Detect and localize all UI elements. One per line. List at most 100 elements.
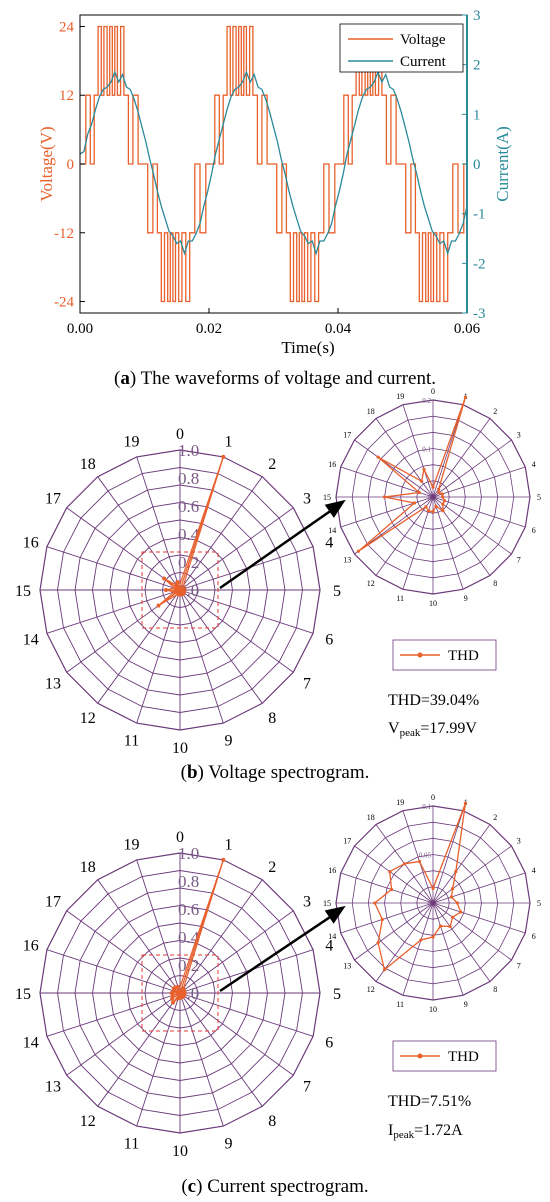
- y-left-tick-label: 24: [59, 19, 75, 35]
- inset-harmonic-label: 14: [328, 526, 336, 535]
- inset-harmonic-label: 17: [343, 431, 351, 440]
- main-grid-spoke: [46, 589, 181, 634]
- main-grid-spoke: [66, 910, 181, 994]
- main-grid-spoke: [46, 546, 181, 591]
- harmonic-label: 12: [80, 710, 96, 727]
- inset-grid-spoke: [432, 496, 526, 528]
- inset-grid-spoke: [375, 496, 434, 576]
- inset-grid-spoke: [432, 418, 491, 498]
- inset-harmonic-label: 9: [464, 1000, 468, 1009]
- inset-data-point: [412, 501, 417, 505]
- inset-grid-spoke: [354, 845, 434, 904]
- inset-data-point: [420, 479, 424, 483]
- inset-grid-spoke: [340, 496, 434, 528]
- inset-radial-label: 0.1: [422, 803, 431, 811]
- inset-grid-spoke: [432, 496, 491, 576]
- inset-grid-spoke: [432, 496, 464, 590]
- waveform-panel: 0.00 0.02 0.04 0.06 24 12 0 -12 -24 3 2 1 0 -1 -2 -3 Ti…: [37, 8, 512, 389]
- inset-grid-spoke: [432, 902, 464, 996]
- zoom-box: [141, 551, 219, 629]
- inset-data-point: [463, 801, 467, 806]
- inset-data-point: [437, 491, 441, 495]
- y-right-tick-label: -2: [473, 256, 486, 272]
- inset-data-point: [448, 924, 452, 929]
- main-data-outline: [170, 859, 224, 1004]
- harmonic-label: 16: [23, 938, 39, 955]
- harmonic-label: 17: [45, 894, 61, 911]
- inset-data-point: [459, 910, 463, 914]
- inset-grid-spoke: [340, 902, 434, 934]
- inset-data-point: [454, 870, 458, 874]
- harmonic-label: 11: [124, 1135, 139, 1152]
- inset-data-point: [426, 509, 431, 513]
- main-grid-spoke: [179, 992, 224, 1127]
- harmonic-label: 14: [23, 632, 39, 649]
- harmonic-label: 12: [80, 1113, 96, 1130]
- main-grid-spoke: [97, 589, 181, 704]
- inset-harmonic-label: 3: [517, 431, 521, 440]
- inset-data-point: [431, 510, 435, 514]
- inset-harmonic-label: 16: [328, 460, 336, 469]
- inset-harmonic-label: 12: [367, 579, 375, 588]
- caption-c-text: Current spectrogram.: [202, 1176, 368, 1197]
- main-grid-spoke: [179, 589, 263, 704]
- inset-grid-spoke: [432, 466, 526, 498]
- inset-data-point: [440, 492, 444, 496]
- harmonic-label: 5: [333, 986, 341, 1003]
- y-right-tick-label: 2: [473, 58, 481, 74]
- caption-a-text: The waveforms of voltage and current.: [136, 368, 436, 389]
- series-line-voltage: [80, 25, 467, 303]
- voltage-legend-marker: [417, 652, 423, 658]
- harmonic-label: 19: [124, 837, 140, 854]
- voltage-spectrogram-panel: 0123456789101112131415161718190.00.20.40…: [15, 387, 541, 757]
- radial-tick-label: 0.6: [178, 497, 199, 516]
- inset-data-point: [382, 968, 387, 972]
- legend-current-label: Current: [400, 54, 447, 70]
- inset-grid-spoke: [402, 902, 434, 996]
- harmonic-label: 18: [80, 859, 96, 876]
- inset-harmonic-label: 7: [517, 961, 521, 970]
- y-right-tick-label: 3: [473, 8, 481, 24]
- main-grid-spoke: [179, 992, 263, 1107]
- inset-harmonic-label: 4: [532, 460, 536, 469]
- harmonic-label: 14: [23, 1035, 39, 1052]
- voltage-peak-subscript: peak: [400, 727, 421, 739]
- inset-harmonic-label: 19: [396, 798, 404, 807]
- current-legend-marker: [417, 1053, 423, 1059]
- inset-harmonic-label: 14: [328, 932, 336, 941]
- inset-harmonic-label: 15: [323, 493, 331, 502]
- harmonic-label: 13: [45, 1078, 61, 1095]
- x-tick-label: 0.06: [454, 321, 481, 337]
- current-peak-symbol: I: [388, 1122, 393, 1139]
- inset-harmonic-label: 2: [493, 407, 497, 416]
- zoom-arrow-head: [324, 905, 346, 924]
- inset-radial-label: 0: [428, 494, 432, 502]
- inset-harmonic-label: 0: [431, 793, 435, 802]
- inset-data-point: [434, 504, 438, 508]
- inset-data-point: [417, 859, 422, 864]
- harmonic-label: 8: [268, 1113, 276, 1130]
- inset-grid-spoke: [340, 466, 434, 498]
- current-peak-value: =1.72A: [414, 1122, 463, 1139]
- voltage-peak-annotation: Vpeak=17.99V: [388, 720, 477, 739]
- zoom-arrow-line: [219, 504, 339, 590]
- radial-tick-label: 0.8: [178, 872, 199, 891]
- main-grid-spoke: [136, 859, 181, 994]
- main-grid-spoke: [179, 992, 294, 1076]
- harmonic-label: 13: [45, 675, 61, 692]
- inset-grid-spoke: [340, 872, 434, 904]
- inset-data-point: [441, 509, 445, 513]
- main-grid-spoke: [46, 949, 181, 994]
- y-left-tick-label: -12: [54, 226, 74, 242]
- harmonic-label: 0: [176, 829, 184, 846]
- inset-grid-spoke: [432, 439, 512, 498]
- inset-data-point: [463, 395, 467, 399]
- inset-data-point: [376, 455, 380, 459]
- caption-b: (b) Voltage spectrogram.: [181, 762, 370, 783]
- main-grid-spoke: [179, 949, 314, 994]
- inset-harmonic-label: 5: [537, 493, 541, 502]
- zoom-arrow-line: [219, 910, 339, 993]
- harmonic-label: 2: [268, 456, 276, 473]
- harmonic-label: 6: [325, 632, 333, 649]
